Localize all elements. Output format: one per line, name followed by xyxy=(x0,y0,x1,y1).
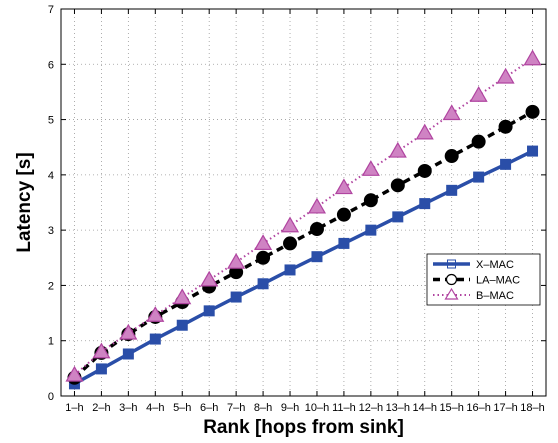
y-tick-label: 2 xyxy=(48,280,54,292)
y-tick-label: 6 xyxy=(48,59,54,71)
b-mac-marker xyxy=(307,197,327,214)
x-mac-marker xyxy=(311,251,323,263)
b-mac-marker xyxy=(388,141,407,158)
la-mac-marker xyxy=(498,119,513,134)
y-tick-label: 0 xyxy=(48,391,54,403)
series-line xyxy=(73,110,534,380)
x-mac-marker xyxy=(122,348,134,360)
x-tick-label: 5–h xyxy=(173,402,191,414)
x-tick-label: 18–h xyxy=(520,402,544,414)
y-tick-label: 3 xyxy=(48,225,54,237)
legend-label: B–MAC xyxy=(476,290,514,302)
x-axis-label: Rank [hops from sink] xyxy=(203,417,404,438)
x-mac-marker xyxy=(419,198,431,210)
legend-label: X–MAC xyxy=(476,259,514,271)
x-mac-marker xyxy=(392,211,404,223)
series-line xyxy=(73,57,534,376)
y-tick-label: 5 xyxy=(48,115,54,127)
legend-marker xyxy=(447,259,456,269)
series-triangle xyxy=(65,49,542,382)
la-mac-marker xyxy=(309,222,324,237)
b-mac-marker xyxy=(92,342,111,359)
x-tick-label: 7–h xyxy=(227,402,245,414)
x-tick-label: 15–h xyxy=(439,402,463,414)
x-tick-label: 6–h xyxy=(200,402,218,414)
b-mac-marker xyxy=(173,288,192,305)
series-layer xyxy=(65,49,542,390)
la-mac-marker xyxy=(363,193,378,208)
y-tick-label: 7 xyxy=(48,4,54,16)
x-mac-marker xyxy=(284,264,296,276)
x-tick-label: 1–h xyxy=(65,402,83,414)
b-mac-marker xyxy=(200,270,219,287)
x-tick-label: 11–h xyxy=(332,402,356,414)
y-axis-label: Latency [s] xyxy=(14,152,35,252)
b-mac-marker xyxy=(254,234,273,251)
b-mac-marker xyxy=(334,178,353,195)
x-mac-marker xyxy=(365,224,377,236)
x-mac-marker xyxy=(176,319,188,331)
b-mac-marker xyxy=(442,104,461,121)
x-mac-marker xyxy=(338,237,350,249)
x-tick-label: 8–h xyxy=(254,402,272,414)
x-mac-marker xyxy=(500,158,512,170)
x-mac-marker xyxy=(527,145,539,157)
la-mac-marker xyxy=(417,163,432,178)
x-mac-marker xyxy=(149,333,161,345)
b-mac-marker xyxy=(496,67,515,84)
legend-label: LA–MAC xyxy=(476,275,520,287)
x-tick-label: 16–h xyxy=(466,402,490,414)
x-tick-label: 10–h xyxy=(305,402,329,414)
x-mac-marker xyxy=(230,291,242,303)
y-tick-label: 4 xyxy=(48,170,54,182)
x-mac-marker xyxy=(95,363,107,375)
plot-frame xyxy=(60,8,547,397)
x-tick-label: 4–h xyxy=(146,402,164,414)
x-mac-marker xyxy=(257,278,269,290)
x-tick-label: 13–h xyxy=(386,402,410,414)
b-mac-marker xyxy=(65,365,84,382)
x-tick-label: 9–h xyxy=(281,402,299,414)
x-mac-marker xyxy=(203,305,215,317)
la-mac-marker xyxy=(283,236,298,251)
la-mac-marker xyxy=(525,104,540,119)
x-tick-label: 17–h xyxy=(493,402,517,414)
x-mac-marker xyxy=(473,171,485,183)
x-tick-label: 2–h xyxy=(92,402,110,414)
x-tick-label: 3–h xyxy=(119,402,137,414)
la-mac-marker xyxy=(390,178,405,193)
x-mac-marker xyxy=(446,184,458,196)
grid xyxy=(61,9,546,396)
b-mac-marker xyxy=(227,252,246,269)
legend-marker xyxy=(444,287,459,300)
y-tick-label: 1 xyxy=(48,336,54,348)
series-circle xyxy=(67,104,540,385)
la-mac-marker xyxy=(336,207,351,222)
la-mac-marker xyxy=(444,149,459,164)
b-mac-marker xyxy=(280,216,300,233)
x-tick-label: 12–h xyxy=(359,402,383,414)
b-mac-marker xyxy=(523,49,542,66)
x-tick-label: 14–h xyxy=(413,402,437,414)
b-mac-marker xyxy=(146,306,165,322)
legend-marker xyxy=(445,273,458,286)
la-mac-marker xyxy=(256,250,271,265)
b-mac-marker xyxy=(415,123,434,140)
b-mac-marker xyxy=(469,86,488,102)
legend: X–MAC LA–MAC B–MAC xyxy=(426,253,541,306)
b-mac-marker xyxy=(361,160,380,176)
la-mac-marker xyxy=(471,134,486,149)
b-mac-marker xyxy=(119,323,138,340)
